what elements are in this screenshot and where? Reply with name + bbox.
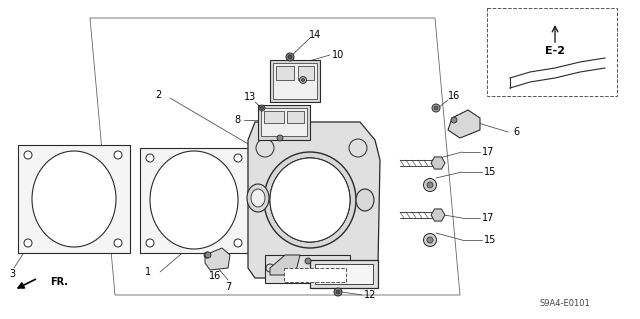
Text: 8: 8 [234,115,240,125]
Text: 1: 1 [145,267,151,277]
Bar [310,260,378,288]
Text: 6: 6 [513,127,519,137]
Text: 15: 15 [484,235,496,245]
Bar [273,63,317,99]
Text: S9A4-E0101: S9A4-E0101 [540,300,590,308]
Text: E-15-10: E-15-10 [299,271,331,280]
Circle shape [146,239,154,247]
Circle shape [234,239,242,247]
Bar [287,111,304,123]
Circle shape [334,288,342,296]
Circle shape [434,106,438,110]
Circle shape [114,151,122,159]
Bar [315,264,373,284]
Circle shape [427,182,433,188]
Circle shape [286,53,294,61]
Text: 17: 17 [482,147,494,157]
Ellipse shape [150,151,238,249]
Text: 13: 13 [244,92,256,102]
Bar [140,148,248,253]
Circle shape [300,77,307,84]
Text: 12: 12 [364,290,376,300]
Bar [258,105,310,140]
Text: 11: 11 [304,63,316,73]
Text: E-2: E-2 [545,46,565,56]
Circle shape [424,179,436,191]
Bar [265,255,350,283]
Bar [270,60,320,102]
Polygon shape [270,255,300,275]
Bar [276,66,294,80]
Circle shape [305,258,311,264]
Ellipse shape [270,158,350,242]
Circle shape [205,252,211,258]
Bar [264,111,284,123]
Ellipse shape [270,158,350,242]
Bar [487,8,617,96]
Text: FR.: FR. [50,277,68,287]
Circle shape [266,264,274,272]
Circle shape [336,290,340,294]
Circle shape [146,154,154,162]
Ellipse shape [251,189,265,207]
Text: 14: 14 [309,30,321,40]
Text: 10: 10 [332,50,344,60]
Text: 15: 15 [484,167,496,177]
Polygon shape [431,157,445,169]
Circle shape [427,237,433,243]
Text: 16: 16 [209,271,221,281]
Circle shape [451,117,457,123]
Bar [298,66,314,80]
Circle shape [24,151,32,159]
Circle shape [277,135,283,141]
Text: 16: 16 [448,91,460,101]
Text: 9: 9 [267,150,273,160]
Polygon shape [448,110,480,138]
Ellipse shape [270,158,350,242]
Circle shape [259,105,265,111]
Text: 7: 7 [225,282,231,292]
Circle shape [424,234,436,247]
Ellipse shape [356,189,374,211]
Polygon shape [431,209,445,221]
Ellipse shape [349,139,367,157]
Ellipse shape [32,151,116,247]
Circle shape [24,239,32,247]
Ellipse shape [247,184,269,212]
Circle shape [234,154,242,162]
Bar [284,268,346,282]
Circle shape [432,104,440,112]
Ellipse shape [256,139,274,157]
Bar [261,108,307,136]
Text: 4: 4 [371,273,377,283]
Text: 5: 5 [353,247,359,257]
Circle shape [260,107,264,109]
Circle shape [288,55,292,59]
Text: 17: 17 [482,213,494,223]
Circle shape [204,252,210,258]
Text: 3: 3 [9,269,15,279]
Polygon shape [205,248,230,270]
Polygon shape [248,122,380,278]
Ellipse shape [264,152,356,248]
Text: 2: 2 [155,90,161,100]
Circle shape [301,78,305,81]
Bar [18,145,130,253]
Circle shape [114,239,122,247]
